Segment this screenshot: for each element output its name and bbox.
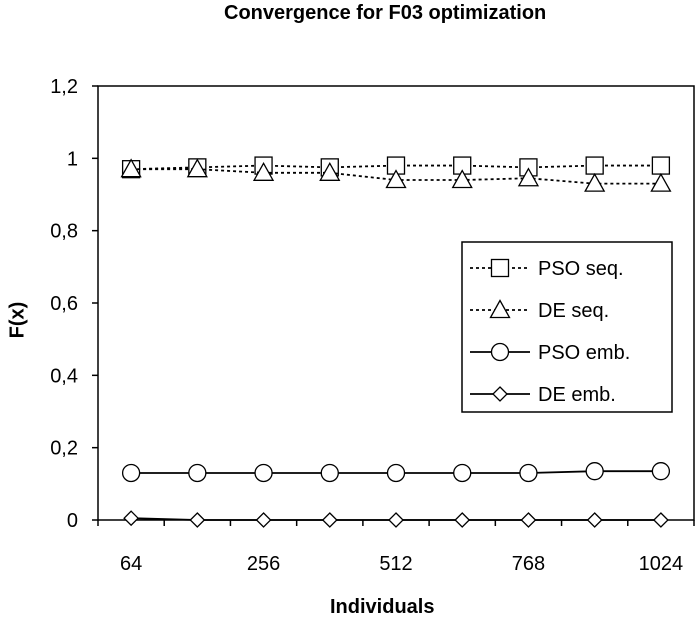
data-point-de-emb bbox=[189, 512, 206, 528]
y-tick-label: 0,2 bbox=[50, 438, 78, 460]
chart-title: Convergence for F03 optimization bbox=[224, 2, 547, 24]
data-point-pso-emb bbox=[453, 463, 472, 483]
data-point-de-emb bbox=[123, 510, 140, 527]
x-axis-label: Individuals bbox=[330, 596, 435, 618]
y-tick-label: 1,2 bbox=[50, 76, 78, 98]
data-point-de-emb bbox=[652, 512, 669, 528]
series-de-seq bbox=[120, 158, 672, 192]
x-tick-label: 768 bbox=[512, 553, 545, 575]
legend-marker-pso-seq bbox=[490, 258, 510, 278]
series-de-emb bbox=[123, 510, 669, 528]
data-point-de-emb bbox=[388, 512, 404, 528]
legend-marker-pso-emb bbox=[490, 342, 510, 362]
series-pso-emb bbox=[121, 462, 671, 483]
data-point-de-seq bbox=[120, 158, 142, 178]
data-point-de-emb bbox=[520, 512, 537, 528]
data-point-de-seq bbox=[252, 161, 275, 181]
y-tick-label: 1 bbox=[67, 148, 78, 170]
data-point-de-emb bbox=[454, 512, 471, 528]
legend-label-pso-emb: PSO emb. bbox=[538, 342, 630, 364]
data-point-pso-emb bbox=[651, 462, 671, 481]
legend-marker-de-seq bbox=[489, 299, 511, 319]
data-point-de-seq bbox=[451, 169, 473, 189]
legend: PSO seq. DE seq. PSO emb. DE emb. bbox=[461, 241, 673, 413]
legend-marker-de-emb bbox=[492, 386, 508, 402]
data-point-de-emb bbox=[321, 512, 338, 528]
data-point-pso-emb bbox=[121, 463, 141, 483]
data-point-pso-emb bbox=[320, 463, 339, 483]
data-point-pso-seq bbox=[585, 156, 604, 175]
data-point-pso-emb bbox=[386, 463, 406, 483]
data-point-de-seq bbox=[584, 172, 606, 192]
data-point-de-emb bbox=[586, 512, 603, 528]
y-tick-label: 0,6 bbox=[50, 293, 78, 315]
x-tick-label: 64 bbox=[120, 553, 142, 575]
y-tick-label: 0,8 bbox=[50, 221, 78, 243]
legend-label-de-emb: DE emb. bbox=[538, 384, 616, 406]
x-tick-label: 512 bbox=[379, 553, 412, 575]
legend-label-pso-seq: PSO seq. bbox=[538, 258, 624, 280]
data-point-pso-emb bbox=[254, 463, 273, 483]
legend-label-de-seq: DE seq. bbox=[538, 300, 609, 322]
data-point-de-emb bbox=[255, 512, 272, 528]
data-point-pso-emb bbox=[519, 463, 538, 483]
data-point-de-seq bbox=[385, 169, 407, 189]
x-tick-label: 1024 bbox=[639, 553, 684, 575]
data-point-de-seq bbox=[650, 172, 672, 192]
x-tick-label: 256 bbox=[247, 553, 280, 575]
data-point-de-seq bbox=[319, 161, 341, 181]
data-point-pso-seq bbox=[651, 156, 671, 175]
data-point-pso-emb bbox=[188, 463, 207, 483]
data-point-de-seq bbox=[186, 158, 208, 178]
y-tick-label: 0 bbox=[67, 510, 78, 532]
y-tick-label: 0,4 bbox=[50, 365, 78, 387]
data-point-de-seq bbox=[517, 167, 540, 187]
data-point-pso-emb bbox=[585, 462, 604, 481]
